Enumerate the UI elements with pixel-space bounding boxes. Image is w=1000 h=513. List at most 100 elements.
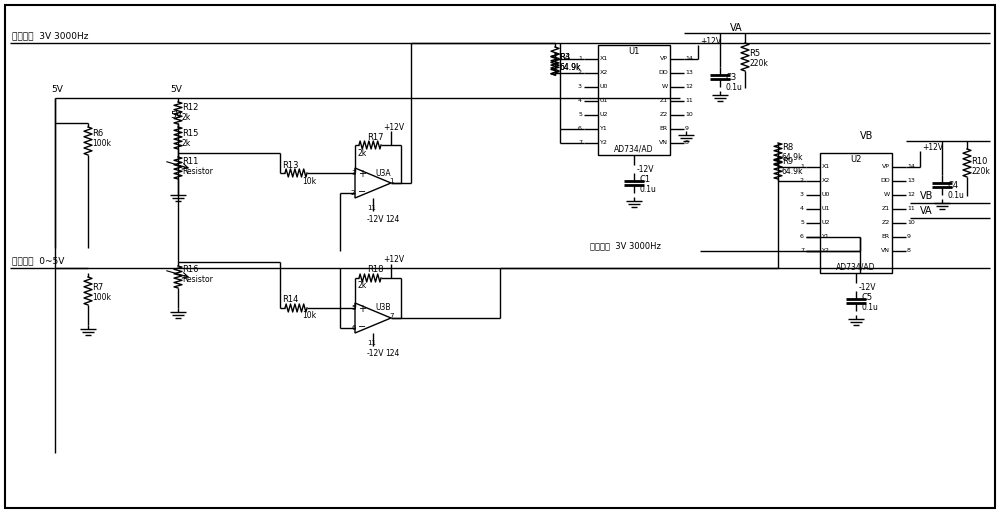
Text: -12V: -12V [367, 349, 384, 359]
Text: 8: 8 [685, 141, 689, 146]
Text: 3: 3 [578, 85, 582, 89]
Text: 5V: 5V [51, 86, 63, 94]
Text: 6: 6 [351, 325, 356, 331]
Text: 14: 14 [685, 56, 693, 62]
Text: 7: 7 [389, 313, 394, 319]
Text: VN: VN [881, 248, 890, 253]
Text: C5: C5 [861, 293, 872, 303]
Text: U1: U1 [600, 98, 608, 104]
Text: 13: 13 [907, 179, 915, 184]
Text: 12: 12 [685, 85, 693, 89]
Text: 2k: 2k [357, 148, 366, 157]
Text: +12V: +12V [383, 255, 404, 265]
Text: 0.1u: 0.1u [725, 83, 742, 91]
Text: -12V: -12V [859, 283, 876, 291]
Text: R12: R12 [182, 104, 198, 112]
Text: U1: U1 [628, 47, 640, 55]
Text: Z1: Z1 [660, 98, 668, 104]
Text: 10k: 10k [302, 176, 316, 186]
Text: -12V: -12V [637, 165, 654, 173]
Text: U2: U2 [850, 154, 862, 164]
Text: R10: R10 [971, 156, 987, 166]
Text: Z2: Z2 [660, 112, 668, 117]
Text: 10k: 10k [302, 311, 316, 321]
Text: U0: U0 [822, 192, 830, 198]
Text: Y2: Y2 [822, 248, 830, 253]
Text: R7: R7 [92, 283, 103, 291]
Text: C1: C1 [639, 175, 650, 185]
Text: U2: U2 [822, 221, 830, 226]
Text: 2: 2 [578, 70, 582, 75]
Text: 7: 7 [800, 248, 804, 253]
Text: VA: VA [920, 206, 933, 216]
Text: 12: 12 [907, 192, 915, 198]
Text: R13: R13 [282, 161, 298, 169]
Text: 11: 11 [367, 205, 376, 211]
Text: 5: 5 [351, 305, 355, 311]
Text: U2: U2 [600, 112, 608, 117]
Text: C3: C3 [725, 72, 736, 82]
Text: +12V: +12V [383, 123, 404, 131]
Text: VP: VP [882, 165, 890, 169]
Text: Resistor: Resistor [182, 167, 213, 175]
Bar [598, 45, 670, 155]
Text: Y2: Y2 [600, 141, 608, 146]
Text: DD: DD [880, 179, 890, 184]
Text: Resistor: Resistor [182, 275, 213, 285]
Text: R11: R11 [182, 156, 198, 166]
Text: 位置信号  0~5V: 位置信号 0~5V [12, 256, 64, 266]
Text: ER: ER [882, 234, 890, 240]
Text: DD: DD [658, 70, 668, 75]
Text: R6: R6 [92, 128, 103, 137]
Text: 6: 6 [578, 127, 582, 131]
Text: 1: 1 [800, 165, 804, 169]
Text: VB: VB [920, 191, 933, 201]
Bar [820, 153, 892, 273]
Text: 64.9k: 64.9k [782, 167, 804, 175]
Text: 0.1u: 0.1u [861, 304, 878, 312]
Text: C4: C4 [947, 181, 958, 189]
Text: 5V: 5V [170, 86, 182, 94]
Text: X2: X2 [600, 70, 608, 75]
Text: 9: 9 [685, 127, 689, 131]
Text: 激励信号  3V 3000Hz: 激励信号 3V 3000Hz [590, 242, 661, 250]
Text: 6: 6 [800, 234, 804, 240]
Text: 4: 4 [800, 207, 804, 211]
Text: 100k: 100k [92, 139, 111, 148]
Text: 5: 5 [578, 112, 582, 117]
Text: 5V: 5V [170, 110, 182, 120]
Text: 0.1u: 0.1u [947, 190, 964, 200]
Text: VN: VN [659, 141, 668, 146]
Text: X1: X1 [600, 56, 608, 62]
Text: W: W [662, 85, 668, 89]
Text: 100k: 100k [92, 292, 111, 302]
Text: R14: R14 [282, 295, 298, 305]
Text: 3: 3 [800, 192, 804, 198]
Text: +: + [358, 169, 366, 179]
Text: +: + [358, 304, 366, 314]
Text: R5: R5 [749, 49, 760, 57]
Text: R15: R15 [182, 128, 198, 137]
Text: -12V: -12V [367, 214, 384, 224]
Text: 220k: 220k [971, 167, 990, 175]
Text: 124: 124 [385, 349, 399, 359]
Text: X1: X1 [822, 165, 830, 169]
Text: X2: X2 [822, 179, 830, 184]
Text: R8: R8 [782, 143, 793, 151]
Text: Y1: Y1 [822, 234, 830, 240]
Text: 11: 11 [367, 340, 376, 346]
Text: Z2: Z2 [882, 221, 890, 226]
Text: −: − [358, 187, 366, 197]
Text: 11: 11 [685, 98, 693, 104]
Text: 14: 14 [907, 165, 915, 169]
Text: +12V: +12V [700, 36, 721, 46]
Text: Z1: Z1 [882, 207, 890, 211]
Text: 10: 10 [685, 112, 693, 117]
Text: 124: 124 [385, 214, 399, 224]
Text: R18: R18 [367, 266, 384, 274]
Text: U3B: U3B [375, 304, 391, 312]
Text: 2k: 2k [357, 282, 366, 290]
Text: U3A: U3A [375, 168, 391, 177]
Text: R3: R3 [559, 53, 570, 63]
Text: R4: R4 [559, 53, 570, 63]
